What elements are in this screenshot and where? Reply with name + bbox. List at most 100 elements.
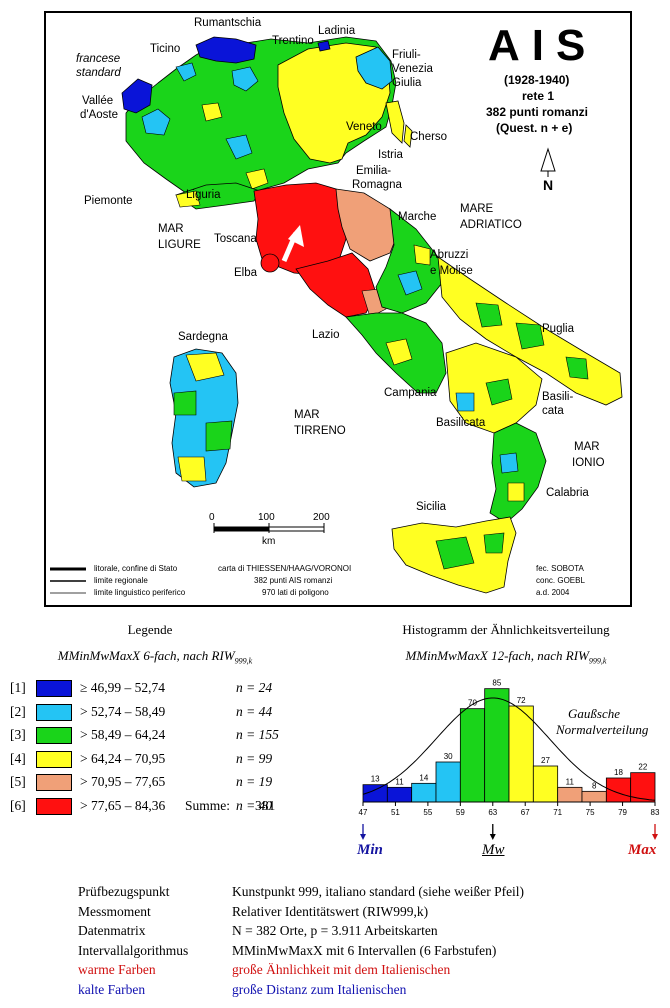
- label-elba: Elba: [234, 267, 258, 279]
- info-key: Prüfbezugspunkt: [78, 884, 170, 899]
- min-arrow: [360, 834, 366, 840]
- histogram-bar: [459, 708, 486, 803]
- histogram-bar-label: 8: [592, 781, 597, 790]
- histogram-tick-label: 51: [391, 808, 400, 817]
- histogram-gauss-label-1: Gaußsche: [568, 706, 620, 721]
- legend-count: n = 99: [236, 750, 273, 766]
- label-mar-ligure-1: MAR: [158, 223, 184, 235]
- histogram-tick-label: 63: [488, 808, 497, 817]
- info-value: große Distanz zum Italienischen: [232, 981, 407, 997]
- reference-arrow: [281, 225, 304, 262]
- scale-bar: [213, 523, 325, 533]
- north-arrow: [540, 147, 556, 177]
- label-cherso: Cherso: [410, 131, 448, 143]
- histogram-subheading-text: MMinMwMaxX 12-fach, nach RIW: [405, 648, 589, 663]
- legend-swatch: [36, 750, 72, 768]
- histogram-tick-label: 71: [553, 808, 562, 817]
- label-ticino: Ticino: [150, 43, 181, 55]
- region-ladinia: [317, 40, 331, 52]
- histogram-chart: 13 11 14 30 70 85 72 27 11 8 18 22 47 51 55 59 63 67 71 75 7…: [359, 679, 660, 840]
- legend-swatch: [36, 774, 72, 791]
- histogram-subheading: MMinMwMaxX 12-fach, nach RIW999,k: [356, 648, 656, 666]
- footer-r1: fec. SOBOTA: [536, 564, 584, 573]
- label-vallee-1: Vallée: [82, 95, 114, 107]
- histogram-bar-label: 72: [517, 696, 526, 705]
- histogram-tick-label: 83: [651, 808, 660, 817]
- map-subtitle-3: 382 punti romanzi: [486, 105, 589, 119]
- legend-count: n = 155: [236, 727, 279, 742]
- legend-range: ≥ 46,99 – 52,74: [80, 680, 166, 695]
- label-abruzzi-1: Abruzzi: [430, 249, 469, 261]
- region-elba: [260, 253, 280, 273]
- histogram-bar-label: 85: [492, 679, 501, 688]
- info-key: Intervallalgorithmus: [78, 942, 189, 958]
- label-istria: Istria: [378, 149, 403, 161]
- histogram-bar-label: 13: [371, 775, 380, 784]
- max-arrow: [652, 834, 658, 840]
- label-friuli-2: Venezia: [392, 63, 433, 75]
- label-mar-ionio-1: MAR: [574, 441, 600, 453]
- label-francese: francese: [76, 53, 121, 65]
- histogram-bar-label: 22: [638, 763, 647, 772]
- scale-tick-0: 0: [209, 512, 215, 523]
- histogram-bar: [557, 786, 583, 803]
- legend-swatch: [36, 680, 72, 697]
- footer-r2: conc. GOEBL: [536, 576, 585, 585]
- north-label: N: [543, 177, 554, 193]
- label-sicilia: Sicilia: [416, 501, 447, 513]
- histogram-tick-label: 47: [359, 808, 368, 817]
- legend-count: n = 24: [236, 680, 273, 695]
- region-calabria: [489, 422, 547, 524]
- legend-index: [5]: [10, 774, 26, 789]
- histogram-min-label: Min: [357, 842, 383, 858]
- map-title: AIS: [488, 21, 598, 70]
- legend-range: > 70,95 – 77,65: [80, 774, 166, 789]
- footer-m1: carta di THIESSEN/HAAG/VORONOI: [218, 564, 352, 573]
- histogram-max-label: Max: [628, 842, 657, 858]
- histogram-bar: [386, 786, 413, 803]
- label-rumantschia: Rumantschia: [194, 17, 262, 29]
- histogram-bar-label: 27: [541, 756, 550, 765]
- legend-index: [6]: [10, 797, 26, 813]
- label-mar-ionio-2: IONIO: [572, 457, 605, 469]
- label-lazio: Lazio: [312, 329, 340, 341]
- histogram-bar: [435, 761, 461, 803]
- label-mar-tirreno-2: TIRRENO: [294, 425, 346, 437]
- label-mar-ligure-2: LIGURE: [158, 239, 201, 251]
- legend-range: > 64,24 – 70,95: [80, 750, 166, 766]
- legend-subheading-sub: 999,k: [234, 656, 253, 666]
- histogram-subheading-sub: 999,k: [588, 656, 607, 666]
- histogram-bar: [484, 688, 510, 803]
- histogram-bar: [508, 705, 534, 803]
- histogram-bar: [411, 782, 437, 803]
- legend-count: n = 19: [236, 774, 273, 789]
- histogram-bar-label: 14: [419, 773, 428, 782]
- footer-line-legend: [50, 567, 86, 594]
- label-emilia-1: Emilia-: [356, 165, 392, 177]
- label-piemonte: Piemonte: [84, 195, 133, 207]
- footer-r3: a.d. 2004: [536, 588, 570, 597]
- scale-tick-200: 200: [313, 512, 330, 523]
- label-mar-tirreno-1: MAR: [294, 409, 320, 421]
- info-key: warme Farben: [78, 962, 156, 977]
- map-subtitle-4: (Quest. n + e): [496, 121, 573, 135]
- info-value: große Ähnlichkeit mit dem Italienischen: [232, 962, 451, 977]
- histogram-bar: [532, 765, 559, 803]
- legend-subheading: MMinMwMaxX 6-fach, nach RIW999,k: [10, 648, 300, 666]
- label-liguria: Liguria: [186, 189, 221, 201]
- histogram-tick-label: 75: [586, 808, 595, 817]
- legend-heading: Legende: [127, 622, 173, 637]
- info-value: N = 382 Orte, p = 3.911 Arbeitskarten: [232, 923, 438, 938]
- label-trentino: Trentino: [272, 35, 314, 47]
- label-basilicata-short-1: Basili-: [542, 391, 574, 403]
- info-key: Messmoment: [78, 903, 151, 919]
- map-subtitle-1: (1928-1940): [504, 73, 570, 87]
- histogram-tick-label: 55: [423, 808, 432, 817]
- map-subtitle-2: rete 1: [522, 89, 555, 103]
- legend-count: n = 44: [236, 703, 273, 719]
- legend-count: n = 40: [236, 797, 273, 813]
- label-puglia: Puglia: [542, 323, 574, 335]
- ais-map: AIS (1928-1940) rete 1 382 punti romanzi…: [44, 11, 632, 607]
- legend-index: [3]: [10, 727, 26, 742]
- label-mare-adriatico-1: MARE: [460, 203, 494, 215]
